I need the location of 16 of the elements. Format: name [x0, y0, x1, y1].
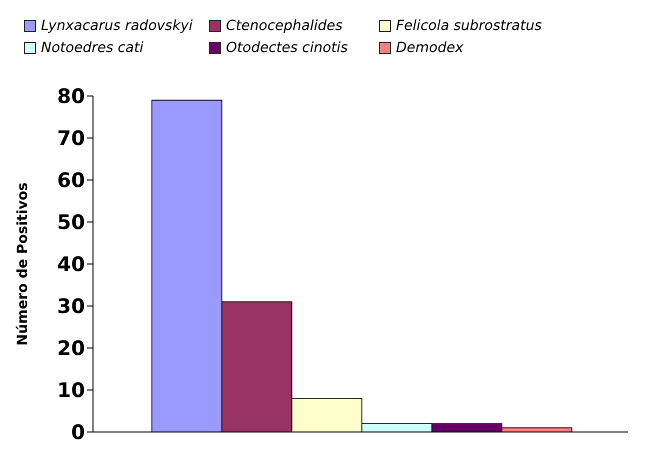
y-tick-label: 0	[71, 420, 85, 444]
y-tick-label: 30	[57, 294, 85, 318]
y-tick-label: 20	[57, 336, 85, 360]
legend-label: Notoedres cati	[41, 40, 144, 56]
y-tick-label: 50	[57, 210, 85, 234]
legend-label: Otodectes cinotis	[226, 40, 348, 56]
y-axis-title: Número de Positivos	[14, 182, 31, 346]
y-tick-label: 40	[57, 252, 85, 276]
legend-label: Demodex	[396, 40, 464, 56]
y-tick-label: 10	[57, 378, 85, 402]
y-tick-label: 70	[57, 126, 85, 150]
y-tick-label: 60	[57, 168, 85, 192]
y-tick-label: 80	[57, 84, 85, 108]
legend-label: Ctenocephalides	[226, 18, 343, 34]
legend-label: Felicola subrostratus	[396, 18, 542, 34]
legend-label: Lynxacarus radovskyi	[41, 18, 193, 34]
